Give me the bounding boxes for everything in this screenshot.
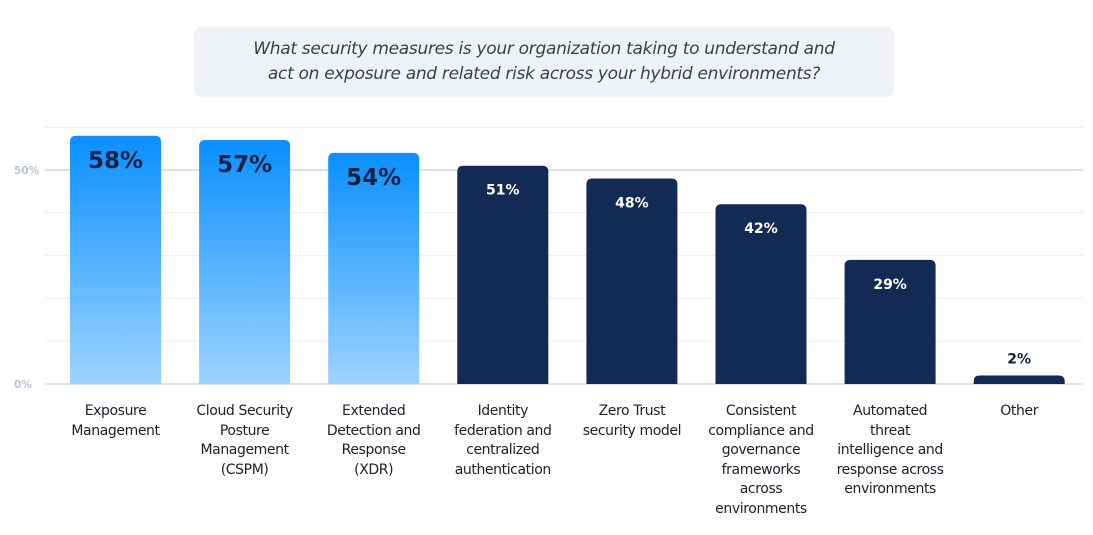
category-label: Zero Trust security model: [568, 402, 696, 441]
data-label: 51%: [486, 183, 520, 199]
category-label: Cloud Security Posture Management (CSPM): [181, 402, 309, 480]
category-label-line: Other: [1000, 403, 1039, 419]
data-label: 58%: [88, 148, 143, 174]
category-label-line: intelligence and: [837, 442, 943, 458]
category-label-line: Identity: [477, 403, 529, 419]
chart-title: What security measures is your organizat…: [214, 37, 874, 87]
category-label-line: federation and: [454, 422, 552, 439]
category-label: Automated threat intelligence and response …: [826, 402, 954, 500]
category-label: Consistent compliance and governance framew…: [697, 402, 825, 519]
category-label-line: Posture: [219, 422, 270, 439]
category-label-line: Zero Trust: [598, 403, 666, 419]
bar: [715, 204, 807, 384]
category-label-line: security model: [582, 422, 682, 439]
category-label: Other: [955, 402, 1083, 422]
category-label-line: Automated: [853, 403, 928, 419]
chart-title-line-2: act on exposure and related risk across …: [267, 64, 821, 84]
chart-title-line-1: What security measures is your organizat…: [253, 39, 835, 59]
category-label-line: Extended: [342, 403, 406, 419]
bar: [328, 152, 420, 384]
category-label-line: threat: [870, 422, 911, 439]
category-label-line: Exposure: [84, 403, 147, 419]
category-label-line: Management: [71, 422, 160, 439]
data-label: 2%: [1007, 351, 1031, 367]
bar: [457, 165, 549, 384]
bar: [199, 140, 291, 384]
category-label-line: response across: [836, 461, 944, 478]
category-label-line: (CSPM): [220, 461, 269, 478]
category-label-line: (XDR): [354, 461, 394, 478]
category-label: Extended Detection and Response (XDR): [310, 402, 438, 480]
category-label-line: compliance and: [708, 422, 814, 439]
category-label-line: governance: [721, 442, 801, 458]
bar: [586, 178, 678, 384]
category-label-line: Consistent: [725, 403, 797, 419]
data-label: 42%: [744, 221, 778, 237]
y-tick-label: 50%: [14, 165, 40, 177]
category-label-line: frameworks: [721, 461, 801, 478]
data-label: 29%: [873, 277, 907, 293]
category-label: Exposure Management: [52, 402, 180, 441]
data-label: 54%: [346, 165, 401, 191]
category-label-line: Cloud Security: [196, 403, 293, 419]
category-label-line: environments: [844, 481, 936, 497]
bar: [844, 259, 936, 384]
bar: [973, 375, 1065, 384]
bar: [70, 135, 161, 384]
category-label-line: authentication: [454, 461, 552, 478]
category-label-line: environments: [715, 500, 807, 517]
category-label-line: Detection and: [326, 422, 421, 439]
data-label: 48%: [615, 196, 649, 212]
data-label: 57%: [217, 152, 272, 178]
category-label: Identity federation and centralized authent…: [439, 402, 567, 480]
y-tick-label: 0%: [14, 379, 32, 391]
category-label-line: across: [739, 481, 783, 497]
category-label-line: centralized: [466, 442, 540, 458]
question-box: What security measures is your organizat…: [194, 27, 894, 97]
category-label-line: Response: [341, 442, 406, 458]
category-label-line: Management: [200, 442, 289, 458]
